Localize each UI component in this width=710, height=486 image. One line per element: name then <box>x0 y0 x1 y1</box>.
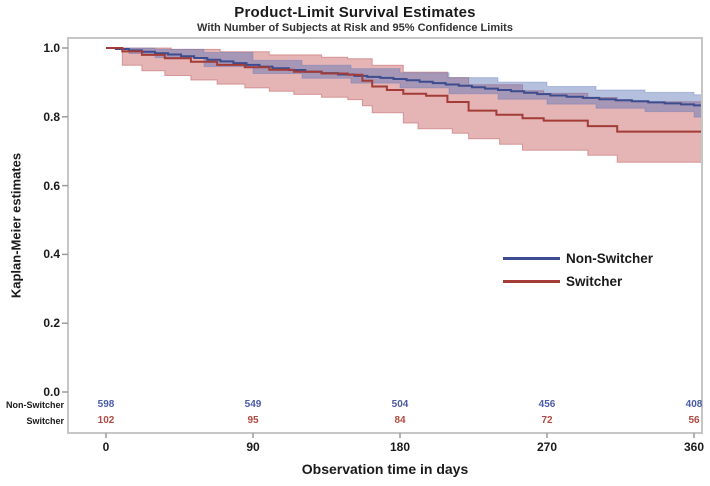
at-risk-count: 72 <box>541 415 553 426</box>
x-tick-label: 90 <box>246 440 260 454</box>
chart-subtitle: With Number of Subjects at Risk and 95% … <box>197 22 513 34</box>
legend-label-non-switcher: Non-Switcher <box>566 251 654 266</box>
legend: Non-Switcher Switcher <box>503 247 653 293</box>
y-tick-label: 0.6 <box>43 178 60 193</box>
x-tick-label: 180 <box>389 440 411 454</box>
km-curve-switcher <box>106 47 702 133</box>
legend-entry-switcher: Switcher <box>503 270 653 293</box>
at-risk-count: 56 <box>688 415 700 426</box>
y-tick-label: 1.0 <box>43 41 60 55</box>
at-risk-count: 95 <box>247 415 259 426</box>
y-tick-label: 0.4 <box>43 247 60 262</box>
legend-line-non-switcher-icon <box>503 257 560 260</box>
y-tick-label: 0.8 <box>43 109 60 124</box>
legend-entry-non-switcher: Non-Switcher <box>503 247 653 270</box>
at-risk-count: 598 <box>97 399 115 410</box>
y-tick-label: 0.0 <box>43 385 60 399</box>
at-risk-count: 504 <box>391 399 409 410</box>
km-curve-non-switcher <box>106 47 702 107</box>
at-risk-count: 456 <box>538 399 556 410</box>
x-tick-label: 0 <box>102 440 110 454</box>
legend-label-switcher: Switcher <box>566 274 623 289</box>
y-tick-label: 0.2 <box>43 316 60 331</box>
at-risk-label-non-switcher: Non-Switcher <box>5 400 64 410</box>
x-tick-label: 270 <box>536 440 558 454</box>
at-risk-count: 84 <box>394 415 406 426</box>
ci-band-switcher <box>106 47 703 163</box>
chart-title: Product-Limit Survival Estimates <box>234 4 476 21</box>
legend-line-switcher-icon <box>503 280 560 283</box>
at-risk-label-switcher: Switcher <box>26 416 64 426</box>
plot-frame <box>67 37 703 434</box>
x-tick-label: 360 <box>683 440 705 454</box>
at-risk-count: 549 <box>244 399 262 410</box>
at-risk-count: 408 <box>685 399 703 410</box>
x-axis-title: Observation time in days <box>301 461 469 477</box>
at-risk-count: 102 <box>97 415 115 426</box>
